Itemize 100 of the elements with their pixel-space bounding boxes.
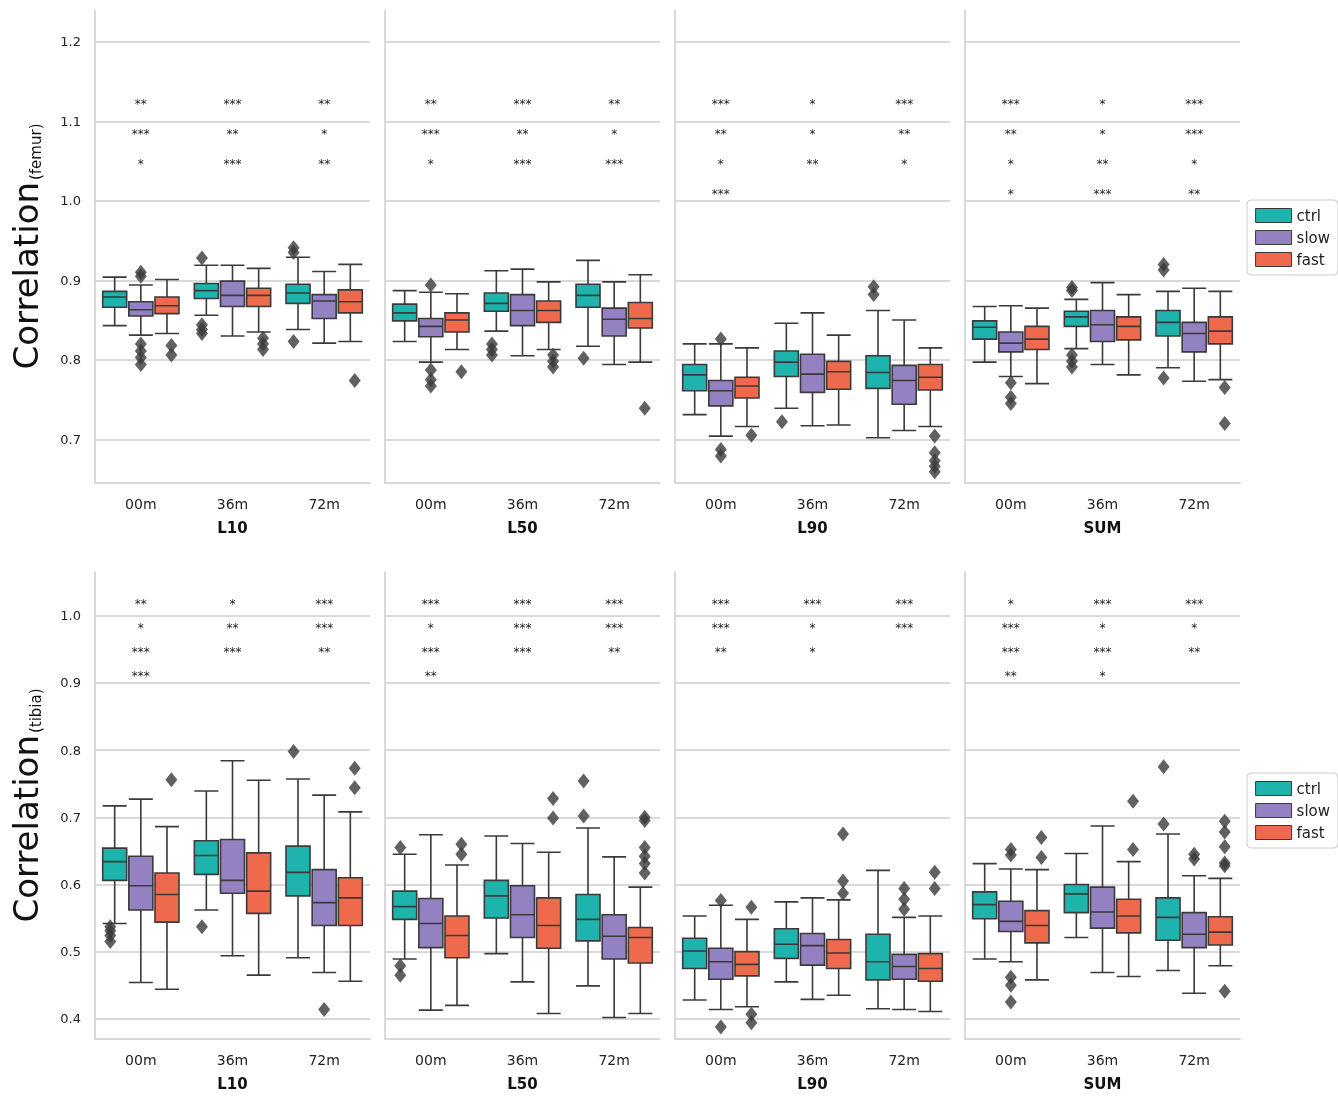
x-tick-label: 36m [216, 1052, 249, 1068]
annotation: *** [1185, 597, 1204, 611]
x-axis-title: SUM [1083, 518, 1122, 537]
annotation: * [1191, 621, 1198, 635]
annotation: *** [315, 621, 334, 635]
annotation: ** [1004, 669, 1017, 683]
legend-label: ctrl [1296, 779, 1322, 798]
x-axis-title: L90 [797, 1074, 828, 1093]
x-axis-title: L50 [507, 1074, 538, 1093]
annotation: ** [134, 597, 147, 611]
y-tick-label: 0.9 [60, 675, 81, 691]
y-tick-label: 0.9 [60, 272, 81, 288]
x-tick-label: 72m [888, 1052, 920, 1068]
x-tick-label: 36m [1086, 1052, 1119, 1068]
annotation: *** [421, 597, 440, 611]
annotation: * [427, 621, 434, 635]
annotation: * [1099, 621, 1106, 635]
annotation: *** [513, 597, 532, 611]
annotation: ** [226, 127, 239, 141]
annotation: * [1099, 97, 1106, 111]
legend-label: fast [1296, 823, 1325, 842]
annotation: ** [318, 157, 331, 171]
annotation: *** [131, 127, 150, 141]
annotation: *** [605, 157, 624, 171]
x-axis-title: SUM [1083, 1074, 1122, 1093]
x-tick-label: 36m [796, 1052, 829, 1068]
legend-label: slow [1296, 228, 1331, 247]
y-tick-label: 0.4 [60, 1011, 81, 1027]
annotation: *** [223, 157, 242, 171]
annotation: ** [806, 157, 819, 171]
x-tick-label: 72m [888, 496, 920, 512]
annotation: * [1099, 669, 1106, 683]
annotation: *** [1185, 97, 1204, 111]
annotation: *** [421, 645, 440, 659]
x-tick-label: 00m [125, 496, 157, 512]
x-tick-label: 36m [1086, 496, 1119, 512]
x-tick-label: 00m [995, 496, 1027, 512]
annotation: * [1007, 187, 1014, 201]
annotation: *** [895, 97, 914, 111]
annotation: *** [1093, 645, 1112, 659]
annotation: *** [513, 157, 532, 171]
annotation: *** [1093, 597, 1112, 611]
x-tick-label: 36m [216, 496, 249, 512]
x-tick-label: 00m [415, 1052, 447, 1068]
annotation: * [1007, 597, 1014, 611]
y-tick-label: 0.8 [60, 742, 81, 758]
annotation: ** [134, 97, 147, 111]
x-tick-label: 72m [308, 1052, 340, 1068]
annotation: *** [1001, 645, 1020, 659]
x-tick-label: 00m [995, 1052, 1027, 1068]
annotation: * [809, 645, 816, 659]
annotation: *** [131, 669, 150, 683]
annotation: * [137, 621, 144, 635]
annotation: *** [895, 621, 914, 635]
annotation: ** [1188, 645, 1201, 659]
annotation: ** [318, 645, 331, 659]
annotation: *** [513, 645, 532, 659]
annotation: * [611, 127, 618, 141]
annotation: * [901, 157, 908, 171]
y-axis-title: Correlation(tibia) [6, 688, 46, 923]
y-tick-label: 0.8 [60, 352, 81, 368]
annotation: ** [1004, 127, 1017, 141]
y-axis-title: Correlation(femur) [6, 123, 46, 370]
legend-label: ctrl [1296, 206, 1322, 225]
annotation: * [321, 127, 328, 141]
x-axis-title: L50 [507, 518, 538, 537]
legend-label: slow [1296, 801, 1331, 820]
x-tick-label: 00m [705, 1052, 737, 1068]
x-tick-label: 36m [506, 496, 539, 512]
annotation: * [809, 127, 816, 141]
x-axis-title: L90 [797, 518, 828, 537]
annotation: *** [1001, 621, 1020, 635]
annotation: * [137, 157, 144, 171]
y-tick-label: 0.5 [60, 944, 81, 960]
x-tick-label: 72m [598, 496, 630, 512]
y-tick-label: 0.7 [60, 431, 81, 447]
annotation: *** [605, 621, 624, 635]
annotation: *** [315, 597, 334, 611]
annotation: *** [711, 597, 730, 611]
x-tick-label: 72m [1178, 1052, 1210, 1068]
x-tick-label: 00m [415, 496, 447, 512]
x-tick-label: 00m [705, 496, 737, 512]
annotation: *** [513, 97, 532, 111]
y-tick-label: 1.1 [60, 113, 81, 129]
annotation: *** [131, 645, 150, 659]
x-tick-label: 00m [125, 1052, 157, 1068]
annotation: * [1007, 157, 1014, 171]
annotation: *** [711, 621, 730, 635]
annotation: ** [424, 669, 437, 683]
annotation: ** [1096, 157, 1109, 171]
annotation: ** [318, 97, 331, 111]
annotation: *** [223, 97, 242, 111]
annotation: ** [1188, 187, 1201, 201]
annotation: * [809, 97, 816, 111]
x-tick-label: 36m [796, 496, 829, 512]
legend-label: fast [1296, 250, 1325, 269]
y-tick-label: 1.2 [60, 34, 81, 50]
annotation: * [427, 157, 434, 171]
annotation: ** [424, 97, 437, 111]
annotation: * [717, 157, 724, 171]
